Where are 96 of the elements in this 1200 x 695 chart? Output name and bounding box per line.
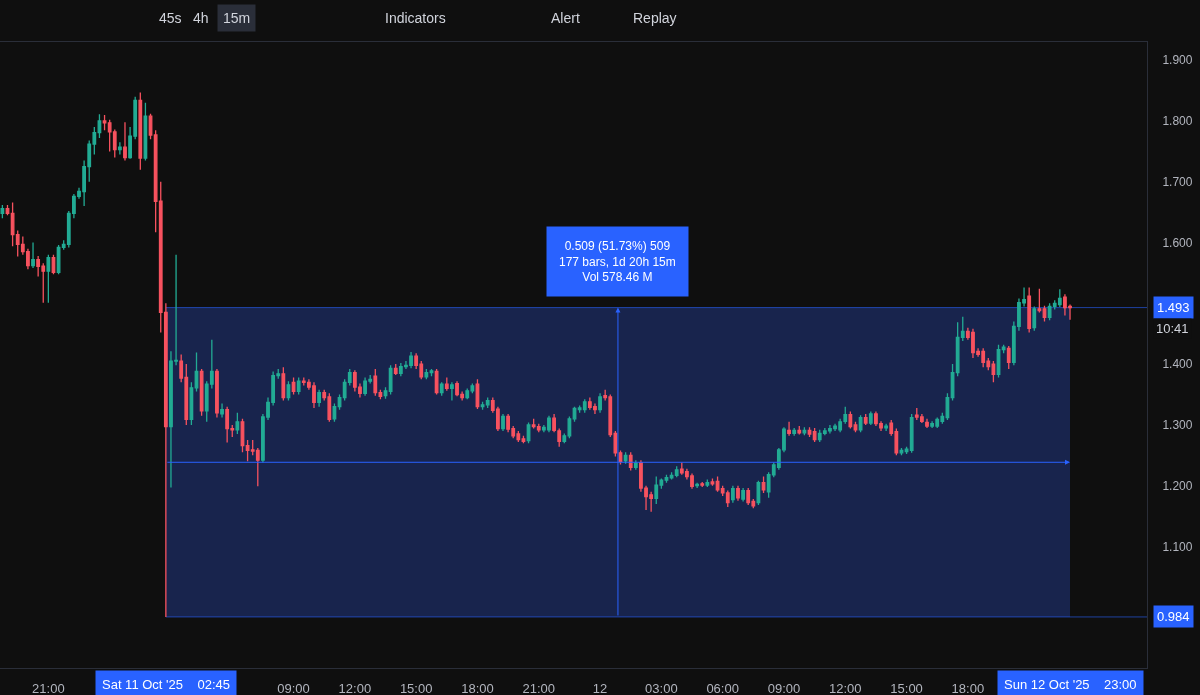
y-tick-label: 1.900 [1162, 53, 1193, 68]
candlestick [730, 485, 735, 504]
candlestick [138, 91, 143, 171]
candlestick [444, 376, 449, 392]
text: Replay [633, 10, 677, 26]
candlestick [623, 451, 628, 465]
candlestick [812, 427, 817, 443]
candlestick [736, 485, 740, 502]
candlestick [725, 489, 730, 508]
candlestick [1032, 305, 1037, 332]
annotation: 0.509 (51.73%) 509 177 bars, 1d 20h 15m Vol 578.46 M [559, 239, 676, 285]
candlestick [695, 481, 700, 489]
candlestick [117, 141, 122, 156]
y-tick-label: 1.800 [1162, 114, 1193, 129]
x-tick-label: 09:00 [767, 680, 801, 695]
candlestick [388, 364, 393, 396]
text: Alert [551, 10, 580, 26]
candlestick [674, 465, 679, 478]
candlestick [281, 366, 286, 402]
ref-line-label: 1.493 [1157, 300, 1190, 315]
candlestick [628, 451, 633, 472]
x-tick-label: 03:00 [645, 680, 678, 695]
candlestick [102, 114, 107, 131]
x-tick-label: 06:00 [706, 680, 739, 695]
candlestick [439, 381, 444, 397]
y-tick-label: 1.600 [1162, 235, 1193, 250]
candlestick [1057, 288, 1062, 308]
text: 15m [223, 10, 251, 26]
text: 45s [159, 10, 182, 26]
candlestick [930, 420, 935, 429]
x-tick-label: 21:00 [522, 680, 556, 695]
candlestick [235, 412, 240, 435]
y-tick-label: 1.100 [1162, 539, 1193, 554]
candlestick [848, 410, 853, 430]
candlestick [746, 487, 751, 506]
candlestick [1027, 286, 1032, 334]
candlestick [925, 418, 929, 429]
text: 4h [193, 10, 209, 26]
candlestick [485, 396, 490, 409]
ref-line-label: 0.984 [1157, 609, 1190, 624]
candlestick [296, 376, 301, 396]
candlestick [434, 368, 439, 396]
x-tick-label: 09:00 [277, 680, 310, 695]
candlestick [909, 413, 914, 454]
candlestick [465, 387, 470, 401]
candlestick [215, 368, 219, 419]
x-tick-label: 12:00 [338, 680, 372, 695]
text: Indicators [385, 10, 446, 26]
candlestick [705, 478, 710, 488]
candlestick [225, 406, 230, 444]
x-tick-label: 18:00 [951, 680, 985, 695]
candlestick [598, 392, 602, 414]
candlestick [536, 423, 541, 433]
candlestick [863, 413, 868, 426]
candlestick [189, 381, 194, 426]
candlestick [633, 459, 638, 471]
y-tick-label: 1.200 [1162, 478, 1193, 493]
candlestick [0, 204, 5, 219]
candlestick [424, 368, 429, 380]
candlestick [797, 425, 802, 436]
candlestick [710, 477, 715, 487]
candlestick [317, 388, 321, 408]
candlestick [787, 421, 791, 437]
candlestick [220, 402, 224, 419]
candlestick [792, 427, 797, 437]
candlestick [1037, 288, 1042, 314]
candlestick [199, 368, 204, 417]
y-tick-label: 1.300 [1162, 418, 1193, 433]
candlestick [741, 487, 745, 503]
x-tick-label: Sun 12 Oct '25 23:00 [1004, 677, 1137, 692]
candlestick [123, 121, 127, 162]
candlestick [31, 241, 35, 269]
x-tick-label: 18:00 [461, 680, 494, 695]
candlestick [46, 254, 51, 304]
candlestick [501, 413, 505, 432]
x-tick-label: 15:00 [890, 680, 923, 695]
candlestick [700, 481, 705, 488]
y-tick-label: 1.700 [1162, 174, 1193, 189]
candlestick [393, 363, 398, 376]
y-tick-label: 1.400 [1162, 357, 1193, 372]
x-tick-label: 21:00 [32, 680, 65, 695]
x-tick-label: 12:00 [829, 680, 862, 695]
x-tick-label: Sat 11 Oct '25 02:45 [102, 677, 230, 692]
candlestick [868, 410, 873, 426]
candlestick [450, 381, 454, 402]
candlestick [245, 439, 250, 463]
text: 10:41 [1156, 321, 1189, 336]
candlestick [373, 368, 378, 397]
candlestick [1001, 344, 1006, 354]
candlestick [582, 398, 587, 414]
x-tick-label: 15:00 [399, 680, 433, 695]
candlestick [884, 423, 889, 432]
candlestick [1006, 345, 1011, 370]
candlestick [562, 432, 567, 444]
candlestick [654, 475, 659, 505]
x-tick-label: 12 [592, 680, 608, 695]
